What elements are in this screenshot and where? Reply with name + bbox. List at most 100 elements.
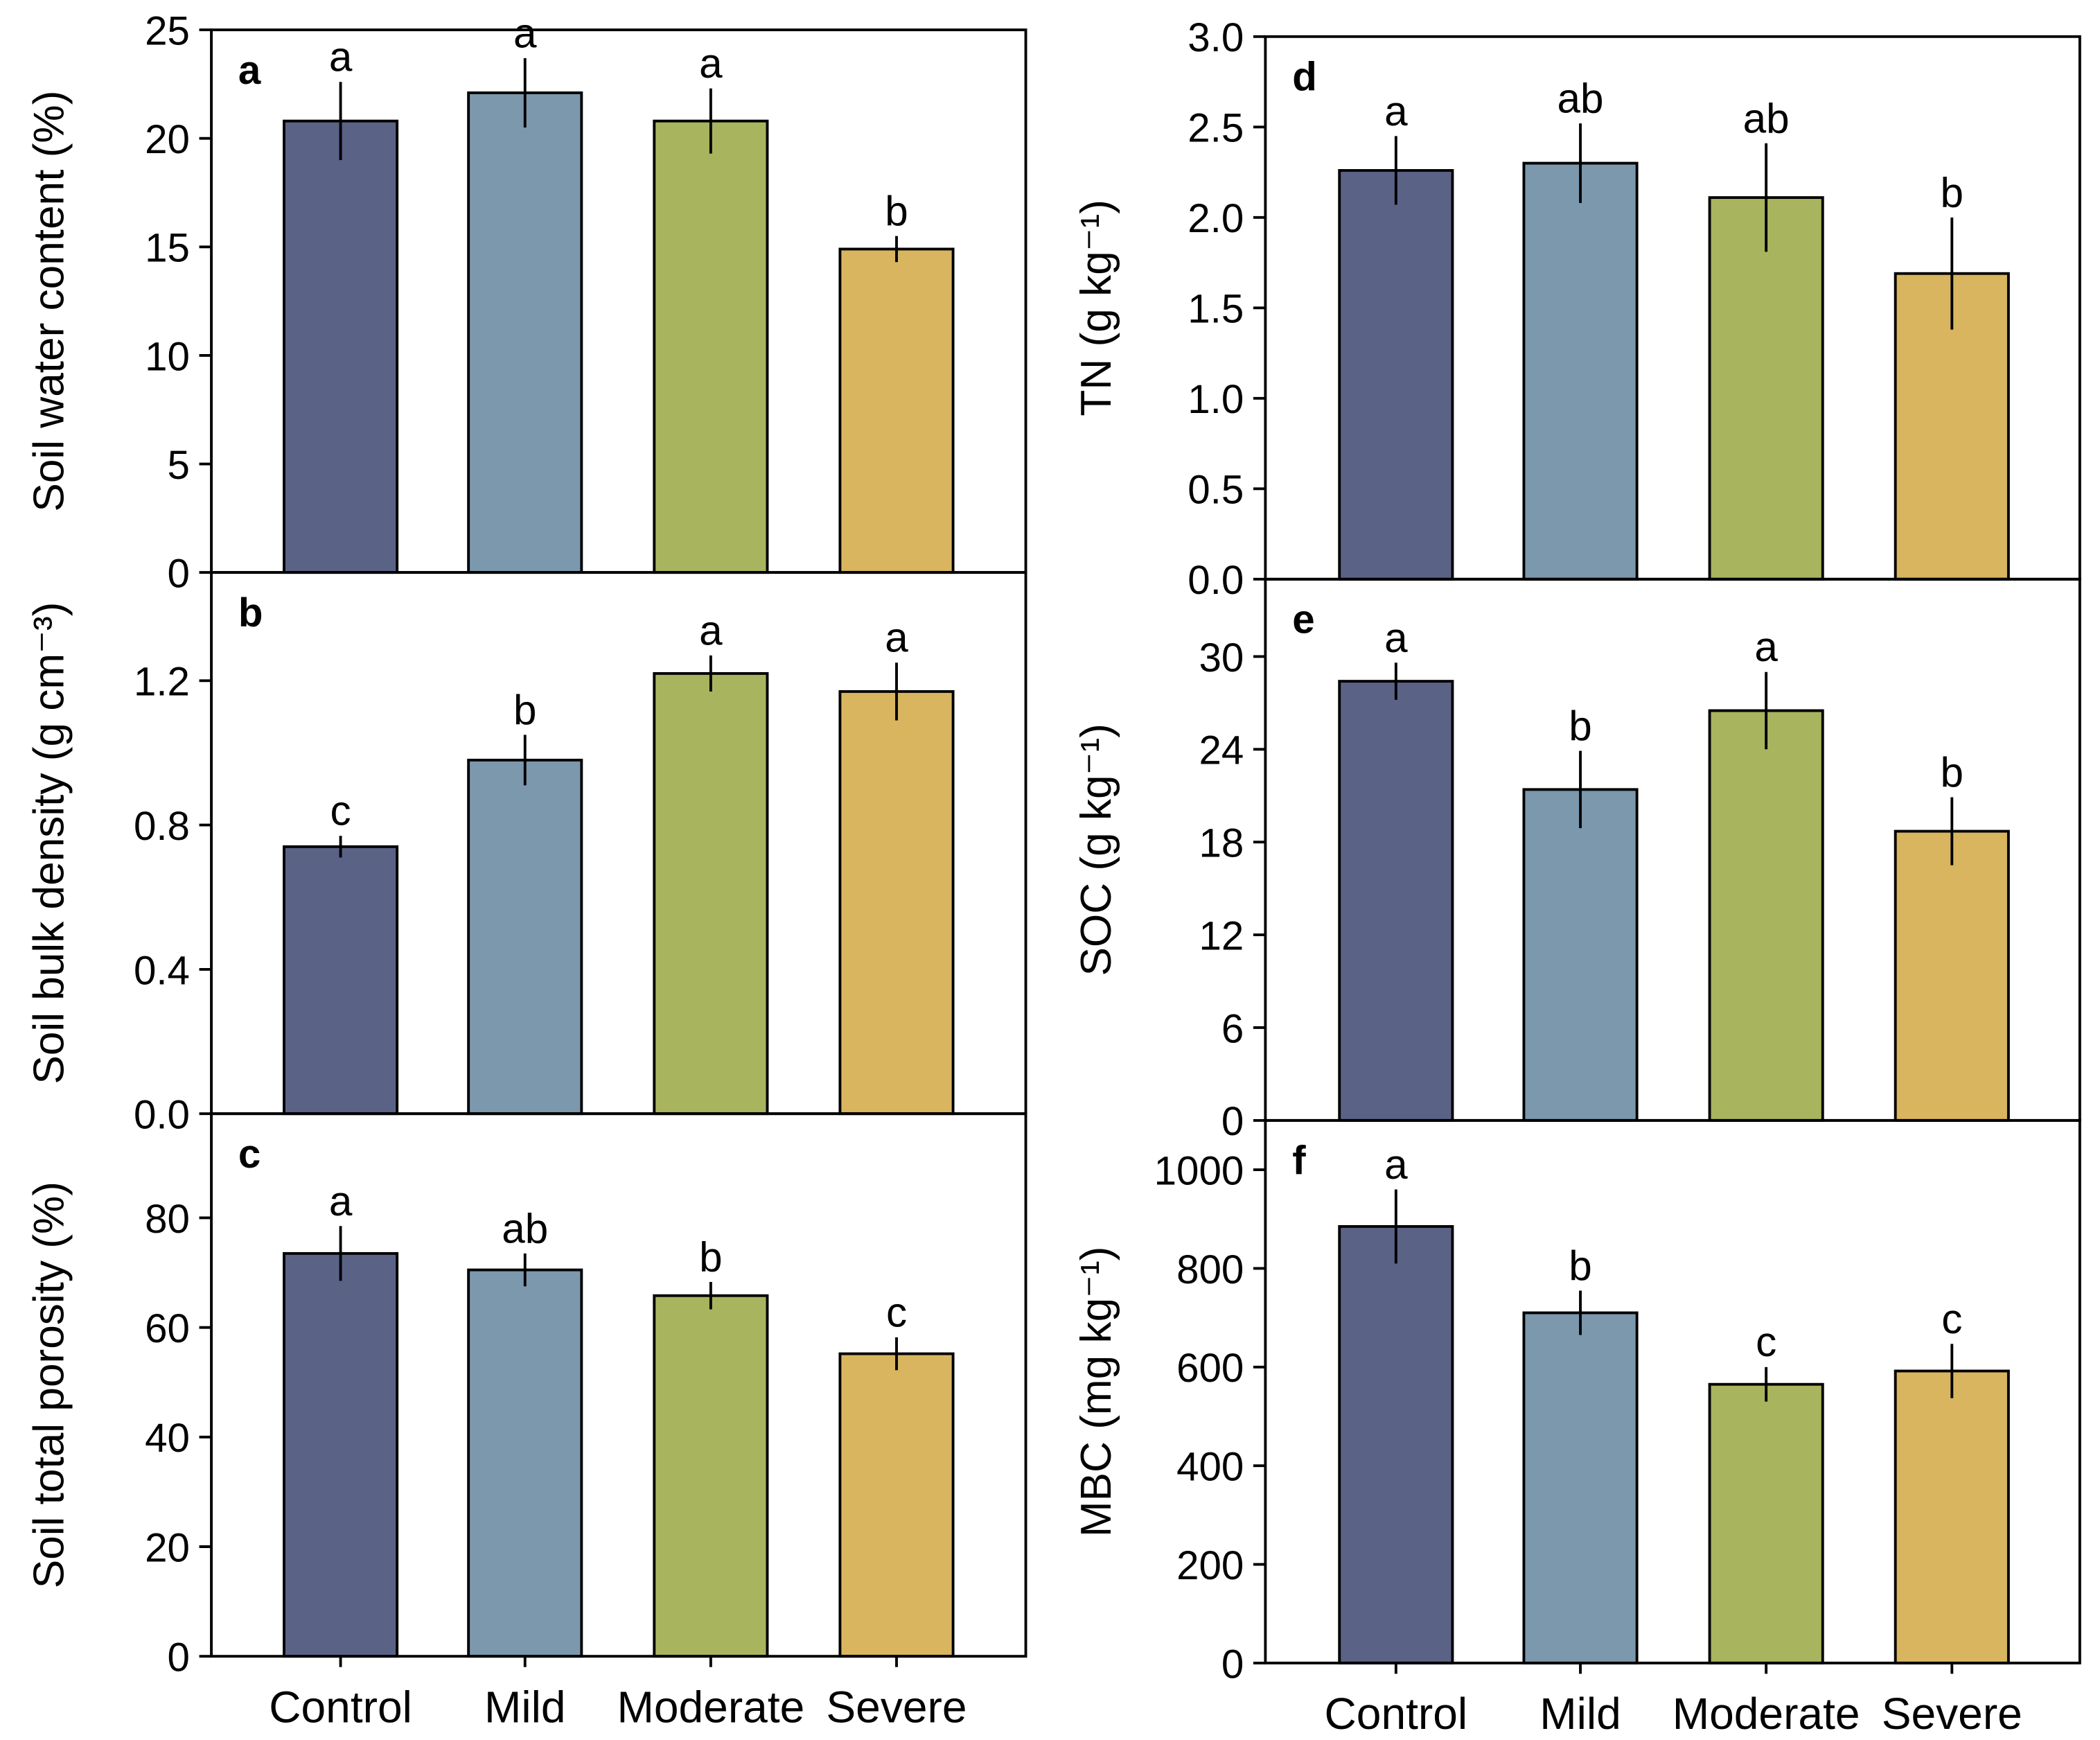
bar-f-mild	[1522, 1311, 1639, 1664]
significance-letter: a	[885, 614, 908, 661]
panel-frame-c	[210, 1112, 1027, 1658]
y-tick-label: 0	[168, 1635, 190, 1680]
y-tick-label: 20	[145, 1525, 190, 1570]
panel-label-c: c	[238, 1132, 261, 1177]
x-tick-label: Moderate	[617, 1682, 804, 1732]
bar-a-moderate	[653, 119, 769, 574]
significance-letter: c	[1941, 1295, 1962, 1342]
panel-label-e: e	[1292, 597, 1314, 642]
y-tick-label: 6	[1221, 1006, 1244, 1051]
y-tick-label: 30	[1199, 635, 1244, 680]
bar-f-control	[1338, 1224, 1454, 1664]
significance-letter: a	[1384, 87, 1408, 134]
y-tick-label: 12	[1199, 913, 1244, 958]
bar-e-control	[1338, 680, 1454, 1122]
y-tick-label: 0	[168, 551, 190, 596]
y-tick-label: 600	[1176, 1346, 1244, 1391]
panel-label-d: d	[1292, 55, 1317, 100]
y-axis-label-b: Soil bulk density (g cm⁻³)	[25, 602, 73, 1084]
significance-letter: a	[699, 39, 723, 87]
bar-a-mild	[467, 91, 583, 574]
significance-letter: a	[1384, 1141, 1408, 1188]
y-tick-label: 60	[145, 1306, 190, 1351]
significance-letter: a	[513, 9, 537, 56]
bar-b-control	[283, 845, 399, 1116]
significance-letter: ab	[1558, 75, 1604, 122]
y-tick-label: 10	[145, 334, 190, 379]
bar-a-control	[283, 119, 399, 574]
x-tick-label: Control	[1325, 1689, 1468, 1739]
y-tick-label: 24	[1199, 728, 1244, 773]
significance-letter: ab	[502, 1204, 548, 1251]
y-tick-label: 1000	[1154, 1148, 1244, 1193]
y-tick-label: 5	[168, 443, 190, 488]
bar-f-severe	[1894, 1369, 2010, 1664]
x-tick-label: Severe	[1882, 1689, 2022, 1739]
y-tick-label: 3.0	[1188, 15, 1244, 60]
y-tick-label: 0.4	[134, 948, 190, 993]
significance-letter: a	[329, 1177, 353, 1224]
panel-frame-f	[1264, 1118, 2081, 1664]
significance-letter: b	[699, 1233, 723, 1280]
significance-letter: c	[330, 787, 351, 834]
bar-c-mild	[467, 1268, 583, 1658]
y-tick-label: 0.0	[134, 1093, 190, 1138]
significance-letter: b	[1941, 748, 1964, 796]
x-tick-label: Mild	[1539, 1689, 1621, 1739]
y-tick-label: 0.8	[134, 804, 190, 849]
y-axis-label-c: Soil total porosity (%)	[25, 1181, 73, 1588]
bar-d-mild	[1522, 161, 1639, 581]
y-tick-label: 200	[1176, 1543, 1244, 1588]
bar-c-moderate	[653, 1294, 769, 1658]
bar-d-control	[1338, 169, 1454, 581]
x-tick-label: Moderate	[1673, 1689, 1860, 1739]
bar-b-mild	[467, 758, 583, 1116]
y-tick-label: 0	[1221, 1642, 1244, 1687]
y-axis-label-e: SOC (g kg⁻¹)	[1073, 723, 1120, 976]
bar-e-severe	[1894, 829, 2010, 1122]
x-tick-label: Mild	[484, 1682, 566, 1732]
bar-c-control	[283, 1251, 399, 1658]
x-tick-label: Severe	[826, 1682, 967, 1732]
y-tick-label: 1.2	[134, 660, 190, 705]
bar-b-severe	[838, 689, 955, 1116]
significance-letter: b	[1569, 1242, 1592, 1289]
bar-f-moderate	[1708, 1382, 1824, 1664]
y-tick-label: 40	[145, 1416, 190, 1461]
y-tick-label: 1.5	[1188, 287, 1244, 332]
y-tick-label: 80	[145, 1197, 190, 1242]
y-tick-label: 2.5	[1188, 106, 1244, 151]
bar-c-severe	[838, 1352, 955, 1658]
y-tick-label: 25	[145, 8, 190, 53]
significance-letter: b	[885, 187, 908, 234]
y-tick-label: 0	[1221, 1099, 1244, 1144]
y-tick-label: 1.0	[1188, 377, 1244, 422]
y-tick-label: 18	[1199, 821, 1244, 866]
significance-letter: a	[329, 33, 353, 80]
significance-letter: a	[1384, 614, 1408, 661]
x-tick-label: Control	[269, 1682, 412, 1732]
y-tick-label: 0.0	[1188, 558, 1244, 603]
significance-letter: c	[886, 1288, 907, 1335]
bar-d-moderate	[1708, 196, 1824, 581]
bar-e-mild	[1522, 788, 1639, 1122]
y-tick-label: 15	[145, 226, 190, 271]
significance-letter: a	[699, 606, 723, 653]
bar-a-severe	[838, 247, 955, 574]
bar-b-moderate	[653, 671, 769, 1116]
significance-letter: b	[513, 686, 537, 733]
y-tick-label: 20	[145, 117, 190, 162]
y-tick-label: 800	[1176, 1247, 1244, 1292]
y-tick-label: 2.0	[1188, 196, 1244, 241]
y-axis-label-a: Soil water content (%)	[25, 91, 73, 512]
significance-letter: a	[1754, 623, 1778, 670]
significance-letter: ab	[1743, 94, 1790, 141]
significance-letter: b	[1941, 168, 1964, 216]
significance-letter: c	[1756, 1318, 1776, 1365]
y-tick-label: 400	[1176, 1445, 1244, 1490]
y-axis-label-f: MBC (mg kg⁻¹)	[1073, 1247, 1120, 1538]
y-axis-label-d: TN (g kg⁻¹)	[1073, 200, 1120, 416]
y-tick-label: 0.5	[1188, 468, 1244, 513]
panel-label-b: b	[238, 590, 263, 635]
